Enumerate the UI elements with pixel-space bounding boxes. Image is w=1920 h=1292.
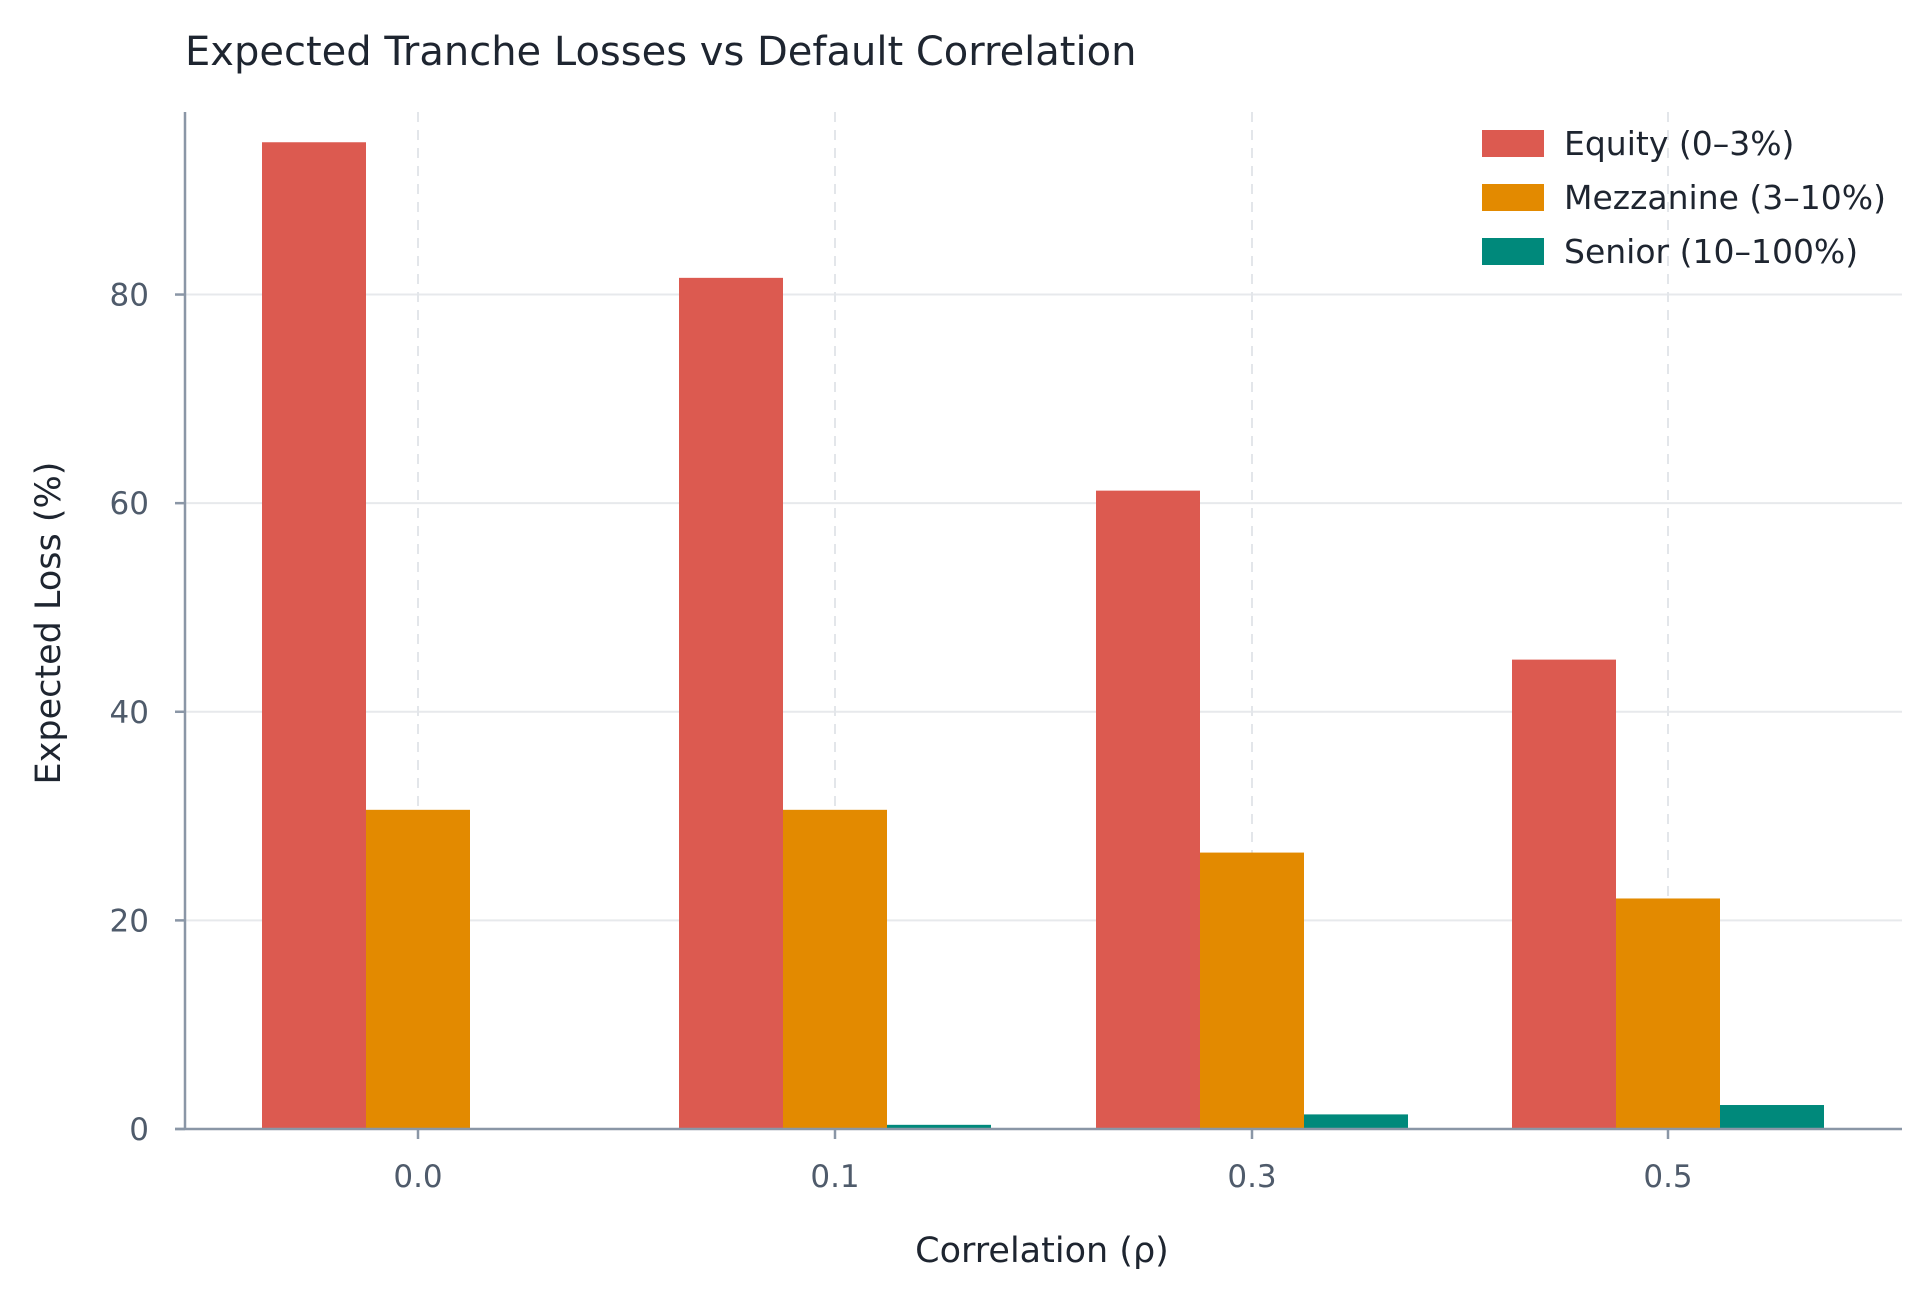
y-axis-label: Expected Loss (%) (29, 462, 69, 785)
bar-senior-2 (1304, 1114, 1408, 1129)
x-tick-label-3: 0.5 (1643, 1159, 1692, 1195)
bars (262, 142, 1824, 1129)
x-tick-label-0: 0.0 (393, 1159, 442, 1195)
axes: 0 20 40 60 80 0.0 0.1 0.3 0.5 (110, 112, 1902, 1195)
bar-equity-2 (1096, 490, 1200, 1129)
bar-equity-1 (679, 277, 783, 1129)
legend-swatch-1 (1482, 184, 1544, 211)
legend-label-1: Mezzanine (3–10%) (1564, 178, 1886, 217)
y-tick-label-80: 80 (110, 278, 149, 314)
y-tick-label-20: 20 (110, 903, 149, 939)
legend: Equity (0–3%) Mezzanine (3–10%) Senior (10… (1482, 124, 1886, 271)
y-tick-label-0: 0 (129, 1112, 149, 1148)
legend-swatch-2 (1482, 238, 1544, 265)
y-tick-label-40: 40 (110, 695, 149, 731)
bar-equity-0 (262, 142, 366, 1129)
bar-mezzanine-1 (783, 809, 887, 1129)
bar-senior-3 (1720, 1105, 1824, 1129)
chart-title: Expected Tranche Losses vs Default Corre… (185, 29, 1136, 75)
bar-senior-1 (887, 1124, 991, 1129)
x-tick-label-1: 0.1 (810, 1159, 859, 1195)
bar-mezzanine-0 (366, 809, 470, 1129)
legend-label-2: Senior (10–100%) (1564, 232, 1858, 271)
bar-mezzanine-2 (1200, 852, 1304, 1129)
bar-equity-3 (1512, 659, 1616, 1129)
y-tick-label-60: 60 (110, 486, 149, 522)
x-tick-label-2: 0.3 (1227, 1159, 1276, 1195)
x-axis-label: Correlation (ρ) (915, 1231, 1169, 1271)
legend-label-0: Equity (0–3%) (1564, 124, 1794, 163)
bar-mezzanine-3 (1616, 898, 1720, 1129)
legend-swatch-0 (1482, 130, 1544, 157)
